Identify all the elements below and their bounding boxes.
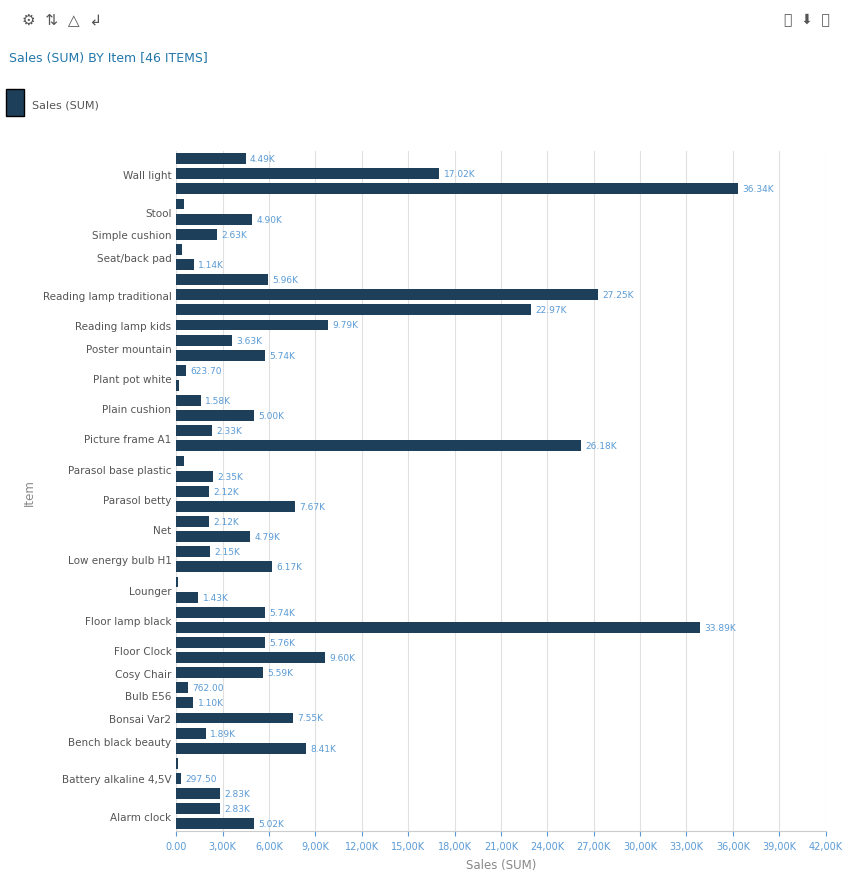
Bar [176,682,188,694]
Text: 2.12K: 2.12K [213,487,239,496]
Bar [176,561,272,573]
Text: 27.25K: 27.25K [602,291,634,299]
Text: 3.63K: 3.63K [237,336,263,345]
Bar [176,697,194,709]
Text: Sales (SUM) BY Item [46 ITEMS]: Sales (SUM) BY Item [46 ITEMS] [9,52,207,64]
Bar [176,517,209,527]
Bar [176,804,220,814]
Text: 5.02K: 5.02K [258,820,284,829]
Bar [176,532,250,543]
Text: 4.90K: 4.90K [256,215,282,224]
Bar [176,637,266,648]
Text: 9.60K: 9.60K [329,654,355,662]
Bar [176,713,293,723]
Bar [176,728,206,738]
Text: 5.74K: 5.74K [269,608,295,617]
Text: 2.33K: 2.33K [217,426,243,435]
Bar [176,290,598,301]
Text: 623.70: 623.70 [190,367,222,375]
Bar [176,486,209,497]
Bar [176,260,194,271]
Text: 4.79K: 4.79K [255,533,280,542]
Text: 2.15K: 2.15K [214,548,240,557]
Bar [176,607,265,618]
Text: 297.50: 297.50 [185,774,217,783]
Text: ⚙  ⇅  △  ↲: ⚙ ⇅ △ ↲ [22,13,101,28]
Text: 5.76K: 5.76K [270,638,296,647]
Bar [176,668,262,679]
Text: 1.14K: 1.14K [199,261,224,270]
Text: 5.74K: 5.74K [269,351,295,360]
X-axis label: Sales (SUM): Sales (SUM) [466,858,536,871]
Bar [176,320,328,331]
Text: 2.83K: 2.83K [224,789,250,798]
Bar [176,184,738,195]
Text: 4.49K: 4.49K [250,155,276,164]
Text: 6.17K: 6.17K [276,562,302,571]
Text: 2.63K: 2.63K [221,231,247,240]
Bar [176,502,295,512]
Bar [176,622,700,633]
Text: 7.67K: 7.67K [299,502,325,511]
Text: 7.55K: 7.55K [298,713,323,722]
Text: ⧉  ⬇  ⛶: ⧉ ⬇ ⛶ [784,13,830,27]
Bar [176,274,268,286]
Bar [176,743,306,754]
Bar [176,456,184,467]
Y-axis label: Item: Item [22,478,35,505]
Text: 2.12K: 2.12K [213,518,239,527]
Text: 1.58K: 1.58K [205,397,231,406]
Bar [176,215,252,225]
Bar [176,577,178,587]
Text: 8.41K: 8.41K [310,744,336,753]
Bar [176,546,210,558]
Bar [176,335,232,346]
Bar [176,426,212,437]
Bar [176,818,254,830]
Text: 1.89K: 1.89K [210,729,236,738]
Bar [176,230,217,240]
Bar [176,396,200,407]
Text: 1.10K: 1.10K [198,698,224,707]
Bar [176,381,179,392]
Bar [176,199,184,210]
Bar [176,758,178,769]
Text: 9.79K: 9.79K [332,321,358,330]
Text: 5.59K: 5.59K [267,669,293,678]
Bar [176,245,181,256]
Text: 22.97K: 22.97K [536,306,568,315]
Text: 1.43K: 1.43K [203,593,229,602]
Text: Sales (SUM): Sales (SUM) [33,100,99,110]
Text: 2.35K: 2.35K [217,472,243,481]
Bar [176,592,199,603]
Bar [176,773,181,784]
Text: 17.02K: 17.02K [444,170,476,179]
Text: 26.18K: 26.18K [586,442,617,451]
Text: 36.34K: 36.34K [742,185,774,194]
Bar [176,350,265,361]
Bar [176,471,212,482]
Bar [176,653,325,663]
Text: 762.00: 762.00 [193,684,224,693]
Text: 5.96K: 5.96K [273,276,298,285]
Bar [176,441,581,451]
Bar [176,366,186,376]
Text: 33.89K: 33.89K [704,623,736,632]
Bar [176,789,220,799]
Text: 2.83K: 2.83K [224,805,250,814]
FancyBboxPatch shape [7,90,23,117]
Bar [176,154,246,165]
Bar [176,305,531,316]
Bar [176,410,254,422]
Text: 5.00K: 5.00K [258,412,284,421]
Bar [176,169,439,180]
